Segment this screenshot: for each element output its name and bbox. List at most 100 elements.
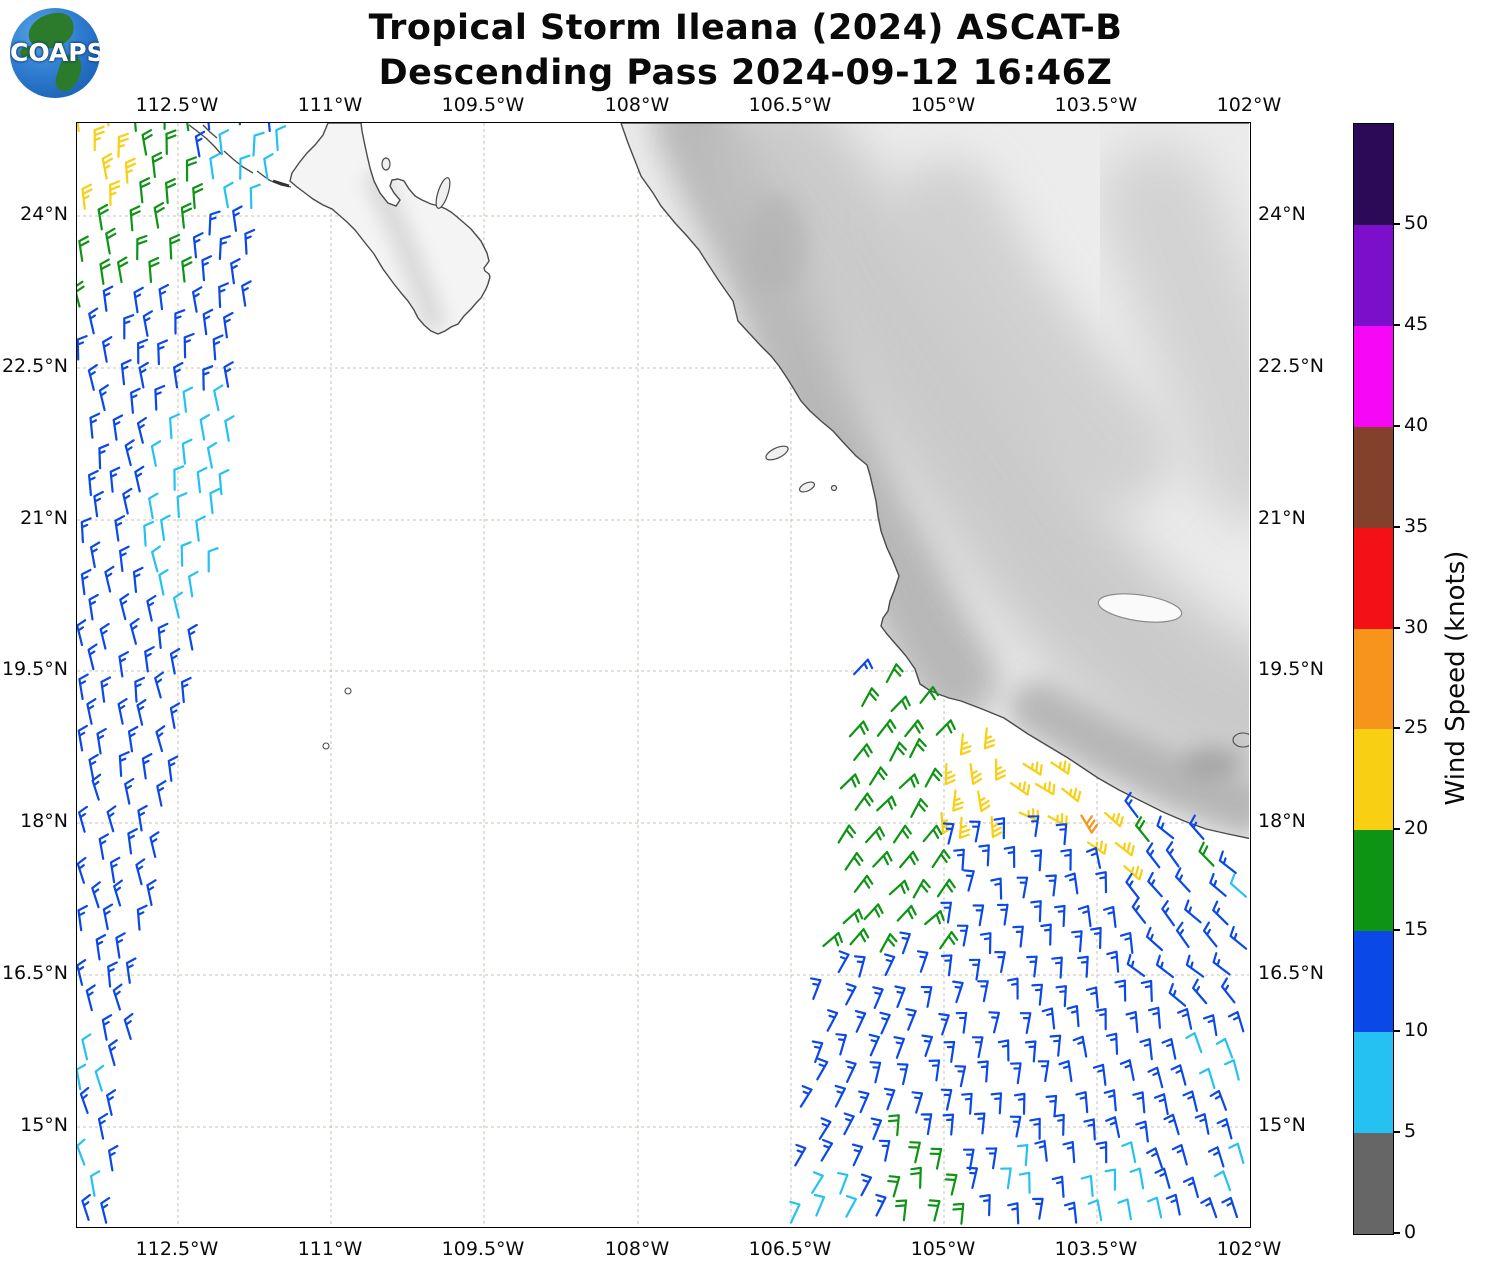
wind-barb-blue	[127, 828, 138, 855]
wind-barb-cyan	[176, 492, 188, 519]
wind-barb-blue	[202, 365, 214, 391]
wind-barb-blue	[88, 307, 99, 335]
wind-barb-cyan	[199, 413, 210, 441]
wind-barb-blue	[884, 953, 896, 977]
lat-tick-right: 15°N	[1258, 1114, 1306, 1136]
wind-barb-blue	[820, 1138, 834, 1162]
wind-barb-blue	[1227, 1011, 1245, 1033]
wind-barb-blue	[80, 517, 92, 544]
wind-barb-blue	[853, 658, 874, 676]
wind-barb-blue	[1203, 1014, 1218, 1037]
wind-barb-blue	[88, 469, 99, 497]
lon-tick-top: 105°W	[910, 94, 976, 116]
wind-barb-blue	[208, 210, 221, 236]
island	[381, 157, 391, 171]
wind-barb-blue	[87, 364, 98, 391]
wind-barb-blue	[799, 1085, 813, 1108]
wind-barb-blue	[244, 228, 256, 255]
wind-barb-green	[1198, 841, 1215, 867]
wind-barb-blue	[1077, 955, 1089, 978]
wind-barb-blue	[940, 901, 952, 924]
wind-barb-cyan	[148, 492, 159, 520]
wind-barb-cyan	[143, 520, 155, 547]
wind-barb-green	[936, 878, 956, 898]
wind-barb-blue	[187, 623, 198, 651]
wind-barb-blue	[77, 856, 87, 884]
wind-barb-blue	[118, 751, 130, 777]
wind-barb-cyan	[1185, 1032, 1203, 1054]
wind-barb-blue	[113, 879, 123, 907]
mainland-terrain	[620, 123, 1249, 840]
colorbar-bin-35-40	[1354, 426, 1393, 528]
colorbar-bin-25-30	[1354, 628, 1393, 730]
wind-barb-green	[192, 183, 204, 210]
lat-tick-right: 24°N	[1258, 203, 1306, 225]
map-canvas	[77, 123, 1249, 1226]
wind-barb-yellow	[109, 180, 121, 206]
wind-barb-blue	[238, 123, 241, 126]
wind-barb-blue	[1012, 925, 1024, 948]
wind-barb-blue	[156, 780, 167, 807]
wind-barb-blue	[996, 903, 1009, 926]
wind-barb-green	[842, 908, 864, 925]
wind-barb-blue	[1177, 1008, 1193, 1030]
wind-barb-blue	[810, 977, 822, 1000]
wind-barb-blue	[129, 617, 140, 645]
wind-barb-blue	[96, 728, 107, 755]
barrier-beach	[272, 179, 290, 188]
island	[830, 484, 838, 492]
wind-barb-yellow	[944, 762, 956, 786]
wind-barb-blue	[1165, 1193, 1181, 1216]
wind-barb-cyan	[1213, 1170, 1232, 1192]
wind-barb-blue	[1209, 1089, 1227, 1111]
wind-barb-blue	[201, 255, 213, 282]
wind-barb-cyan	[845, 1195, 857, 1218]
wind-barb-blue	[1182, 1090, 1198, 1112]
islet-outline	[344, 687, 352, 695]
wind-barb-blue	[1049, 1034, 1062, 1057]
wind-barb-blue	[88, 753, 99, 781]
wind-barb-yellow	[995, 758, 1006, 781]
wind-barb-blue	[104, 565, 115, 593]
wind-barb-blue	[102, 336, 113, 363]
wind-barb-blue	[1085, 986, 1099, 1009]
wind-barb-blue	[979, 1194, 991, 1217]
wind-barb-green	[169, 233, 181, 260]
wind-barb-blue	[106, 805, 117, 833]
wind-barb-blue	[1218, 850, 1237, 874]
lon-tick-bottom: 108°W	[604, 1238, 670, 1260]
wind-barb-green	[892, 824, 912, 844]
wind-barb-green	[924, 767, 943, 788]
wind-barb-blue	[223, 361, 234, 388]
wind-barb-green	[919, 686, 939, 704]
wind-barb-green	[912, 878, 931, 899]
wind-barb-blue	[158, 283, 170, 311]
wind-barb-blue	[943, 1040, 956, 1063]
lon-tick-top: 111°W	[297, 94, 363, 116]
colorbar-tick	[1393, 1030, 1400, 1033]
wind-barb-blue	[1007, 977, 1019, 1000]
colorbar-bin-15-20	[1354, 830, 1393, 932]
map-plot-area	[76, 122, 1251, 1228]
wind-barb-blue	[218, 282, 229, 309]
wind-barb-blue	[994, 951, 1006, 973]
wind-barb-blue	[942, 1113, 955, 1136]
wind-barb-blue	[230, 258, 241, 285]
wind-barb-blue	[1135, 1120, 1149, 1143]
wind-barb-cyan	[150, 440, 162, 467]
wind-barb-blue	[837, 950, 850, 974]
wind-barb-blue	[1220, 977, 1236, 1004]
colorbar-tick	[1393, 222, 1400, 225]
wind-barb-cyan	[837, 1172, 849, 1195]
wind-barb-blue	[1045, 1094, 1058, 1118]
wind-barb-blue	[95, 934, 107, 961]
wind-barb-blue	[127, 725, 139, 753]
wind-barb-blue	[1184, 899, 1202, 924]
wind-barb-green	[1135, 816, 1150, 843]
wind-barb-blue	[207, 123, 211, 131]
lake-chapala	[1097, 593, 1183, 623]
colorbar-tick-label: 0	[1404, 1221, 1417, 1243]
wind-barb-blue	[875, 1193, 887, 1217]
wind-barb-blue	[1168, 982, 1187, 1007]
